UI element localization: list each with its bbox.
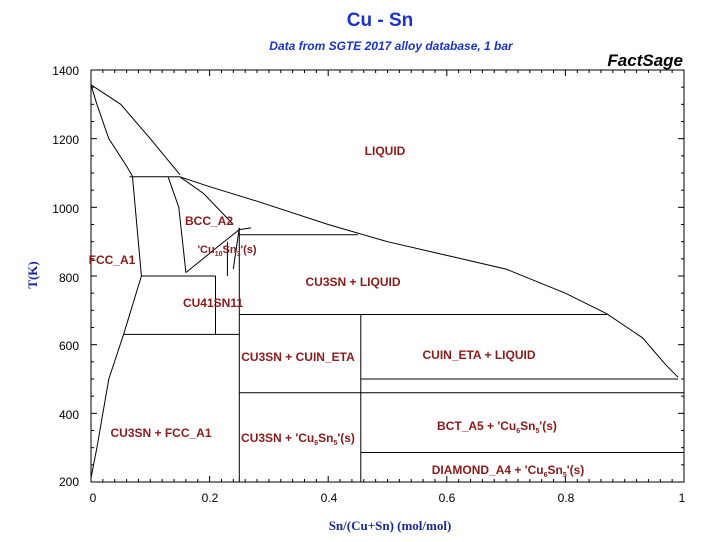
phase-boundary-bcc-liquid-upper <box>179 176 234 225</box>
label-text: Sn <box>318 431 333 445</box>
label-text: Sn <box>520 419 535 433</box>
region-label-cu41sn11: CU41SN11 <box>183 296 243 310</box>
label-subscript: 10 <box>215 251 223 258</box>
label-text: CU3SN + 'Cu <box>241 431 314 445</box>
region-label-cu3sn-liquid: CU3SN + LIQUID <box>305 275 400 289</box>
chart-title: Cu - Sn <box>347 10 414 31</box>
y-tick-label: 800 <box>59 271 79 285</box>
label-subscript: 5 <box>536 428 540 435</box>
label-text: '(s) <box>337 431 355 445</box>
region-label-bct-cu6sn5: BCT_A5 + 'Cu6Sn5'(s) <box>437 419 557 435</box>
factsage-logo: FactSage <box>607 51 683 70</box>
label-subscript: 5 <box>563 472 567 479</box>
label-text: DIAMOND_A4 + 'Cu <box>432 463 544 477</box>
x-tick-label: 0.2 <box>202 491 219 505</box>
x-tick-label: 0.4 <box>321 491 338 505</box>
label-subscript: 6 <box>544 472 548 479</box>
label-subscript: 5 <box>334 440 338 447</box>
tick-marks <box>90 69 685 483</box>
phase-boundary-bcc-right-boundary <box>167 176 187 273</box>
chart-subtitle: Data from SGTE 2017 alloy database, 1 ba… <box>269 39 514 53</box>
y-axis-label: T(K) <box>25 261 40 288</box>
x-axis-label: Sn/(Cu+Sn) (mol/mol) <box>329 518 452 533</box>
label-text: '(s) <box>567 463 585 477</box>
y-tick-label: 600 <box>59 339 79 353</box>
label-text: 'Cu <box>197 244 214 256</box>
phase-boundaries <box>90 84 684 482</box>
label-text: Sn <box>223 244 237 256</box>
y-tick-label: 1000 <box>52 202 79 216</box>
region-label-cuin-eta-liquid: CUIN_ETA + LIQUID <box>422 348 535 362</box>
label-text: '(s) <box>240 244 256 256</box>
region-label-liquid: LIQUID <box>365 144 406 158</box>
label-text: '(s) <box>539 419 557 433</box>
y-tick-label: 400 <box>59 408 79 422</box>
label-subscript: 3 <box>237 251 241 258</box>
y-tick-label: 200 <box>59 475 79 489</box>
region-label-cu3sn-cu6sn5: CU3SN + 'Cu6Sn5'(s) <box>241 431 355 447</box>
y-tick-labels: 200 400 600 800 1000 1200 1400 <box>52 64 79 489</box>
x-tick-labels: 0 0.2 0.4 0.6 0.8 1 <box>90 491 686 505</box>
label-text: BCT_A5 + 'Cu <box>437 419 516 433</box>
x-tick-label: 1 <box>679 491 686 505</box>
y-tick-label: 1400 <box>52 64 79 78</box>
phase-boundary-solidus-fcc <box>90 84 133 177</box>
region-label-cu3sn-fcc: CU3SN + FCC_A1 <box>110 426 211 440</box>
region-label-bcc: BCC_A2 <box>185 214 233 228</box>
label-subscript: 6 <box>314 440 318 447</box>
x-tick-label: 0.8 <box>558 491 575 505</box>
phase-boundary-bcc-left-boundary <box>132 176 142 277</box>
phase-boundary-fcc-low-boundary <box>90 275 142 478</box>
region-labels: LIQUID BCC_A2 FCC_A1 'Cu10Sn3'(s) CU41SN… <box>89 144 585 479</box>
region-label-fcc: FCC_A1 <box>89 253 136 267</box>
region-label-cu3sn-cuin-eta: CU3SN + CUIN_ETA <box>241 350 355 364</box>
phase-boundary-cu10sn3-dome <box>185 227 252 273</box>
x-tick-label: 0 <box>90 491 97 505</box>
region-label-cu10sn3: 'Cu10Sn3'(s) <box>197 244 256 258</box>
y-tick-label: 1200 <box>52 133 79 147</box>
phase-boundary-cu10sn3-right <box>232 227 240 270</box>
label-text: Sn <box>548 463 563 477</box>
label-subscript: 6 <box>516 428 520 435</box>
phase-boundary-liquidus-cu-side <box>90 84 181 176</box>
phase-boundary-liquidus-sn-side <box>179 176 679 378</box>
region-label-diamond-cu6sn5: DIAMOND_A4 + 'Cu6Sn5'(s) <box>432 463 585 479</box>
x-tick-label: 0.6 <box>439 491 456 505</box>
